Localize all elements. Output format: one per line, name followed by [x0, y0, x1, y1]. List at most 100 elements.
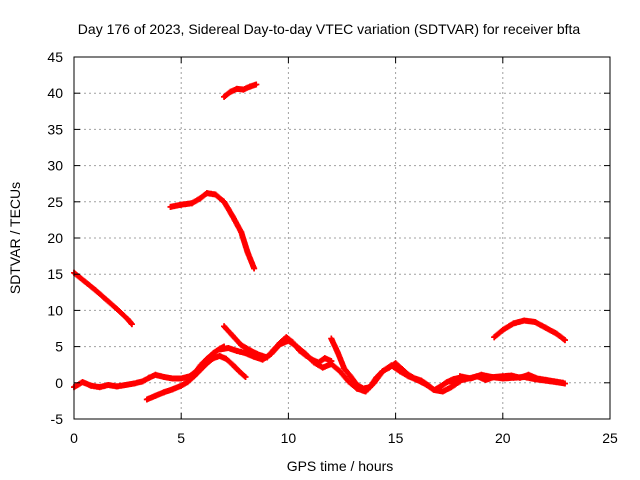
data-point — [221, 323, 228, 330]
data-point — [197, 195, 204, 202]
data-point — [293, 343, 300, 350]
series-arc-9 — [328, 335, 463, 394]
data-point — [233, 347, 240, 354]
data-point — [386, 364, 393, 371]
series-arc-11 — [456, 371, 568, 387]
data-point — [521, 317, 528, 324]
data-point — [251, 265, 258, 272]
series-arc-2 — [167, 190, 258, 272]
data-point — [229, 361, 236, 368]
data-point — [251, 353, 258, 360]
data-point — [212, 191, 219, 198]
data-point — [510, 320, 517, 327]
data-point — [238, 229, 245, 236]
data-point — [92, 287, 99, 294]
y-tick-label: 45 — [47, 49, 63, 65]
y-axis-label: SDTVAR / TECUs — [7, 182, 23, 294]
data-point — [236, 368, 243, 375]
data-point — [418, 377, 425, 384]
y-tick-label: 20 — [47, 230, 63, 246]
data-point — [225, 345, 232, 352]
data-point — [531, 318, 538, 325]
data-point — [489, 374, 496, 381]
data-point — [373, 374, 380, 381]
data-point — [229, 213, 236, 220]
y-tick-label: 35 — [47, 121, 63, 137]
series-arc-1 — [71, 269, 135, 328]
data-point — [341, 365, 348, 372]
data-point — [184, 379, 191, 386]
data-point — [167, 203, 174, 210]
data-point — [152, 392, 159, 399]
data-point — [478, 371, 485, 378]
data-point — [411, 375, 418, 382]
data-point — [221, 198, 228, 205]
data-point — [510, 374, 517, 381]
data-point — [448, 380, 455, 387]
data-point — [366, 384, 373, 391]
data-point — [531, 376, 538, 383]
data-point — [499, 326, 506, 333]
data-point — [467, 375, 474, 382]
data-point — [244, 249, 251, 256]
data-point — [229, 332, 236, 339]
data-point — [311, 359, 318, 366]
data-point — [444, 379, 451, 386]
data-point — [113, 383, 120, 390]
data-point — [253, 81, 260, 88]
data-point — [79, 379, 86, 386]
data-points — [71, 81, 568, 403]
data-point — [542, 377, 549, 384]
data-point — [561, 380, 568, 387]
data-point — [178, 375, 185, 382]
data-point — [203, 360, 210, 367]
x-tick-label: 25 — [602, 430, 618, 446]
data-point — [521, 374, 528, 381]
data-point — [319, 364, 326, 371]
data-point — [392, 360, 399, 367]
y-tick-label: 0 — [55, 375, 63, 391]
x-tick-labels: 0 5 10 15 20 25 — [70, 430, 618, 446]
data-point — [405, 371, 412, 378]
data-point — [354, 381, 361, 388]
x-tick-label: 20 — [495, 430, 511, 446]
data-point — [233, 85, 240, 92]
data-point — [169, 375, 176, 382]
data-point — [105, 381, 112, 388]
data-point — [491, 334, 498, 341]
data-point — [188, 200, 195, 207]
x-tick-label: 0 — [70, 430, 78, 446]
data-point — [191, 373, 198, 380]
y-tick-label: 40 — [47, 85, 63, 101]
data-point — [210, 355, 217, 362]
data-point — [124, 316, 131, 323]
y-tick-label: -5 — [51, 411, 64, 427]
data-point — [197, 366, 204, 373]
data-point — [103, 296, 110, 303]
data-point — [242, 350, 249, 357]
data-point — [139, 378, 146, 385]
y-tick-label: 15 — [47, 266, 63, 282]
data-point — [169, 386, 176, 393]
grid-lines — [74, 57, 610, 419]
tick-marks — [73, 56, 611, 420]
data-point — [152, 371, 159, 378]
data-point — [242, 374, 249, 381]
series-arc-6 — [143, 353, 249, 403]
x-tick-label: 10 — [281, 430, 297, 446]
series-arc-4 — [491, 317, 568, 344]
data-point — [216, 353, 223, 360]
data-point — [238, 342, 245, 349]
data-point — [334, 349, 341, 356]
data-point — [143, 396, 150, 403]
data-point — [161, 374, 168, 381]
data-point — [456, 373, 463, 380]
data-point — [347, 373, 354, 380]
x-axis-label: GPS time / hours — [287, 458, 394, 474]
y-tick-label: 30 — [47, 158, 63, 174]
data-point — [259, 356, 266, 363]
data-point — [122, 381, 129, 388]
data-point — [553, 379, 560, 386]
data-point — [161, 389, 168, 396]
